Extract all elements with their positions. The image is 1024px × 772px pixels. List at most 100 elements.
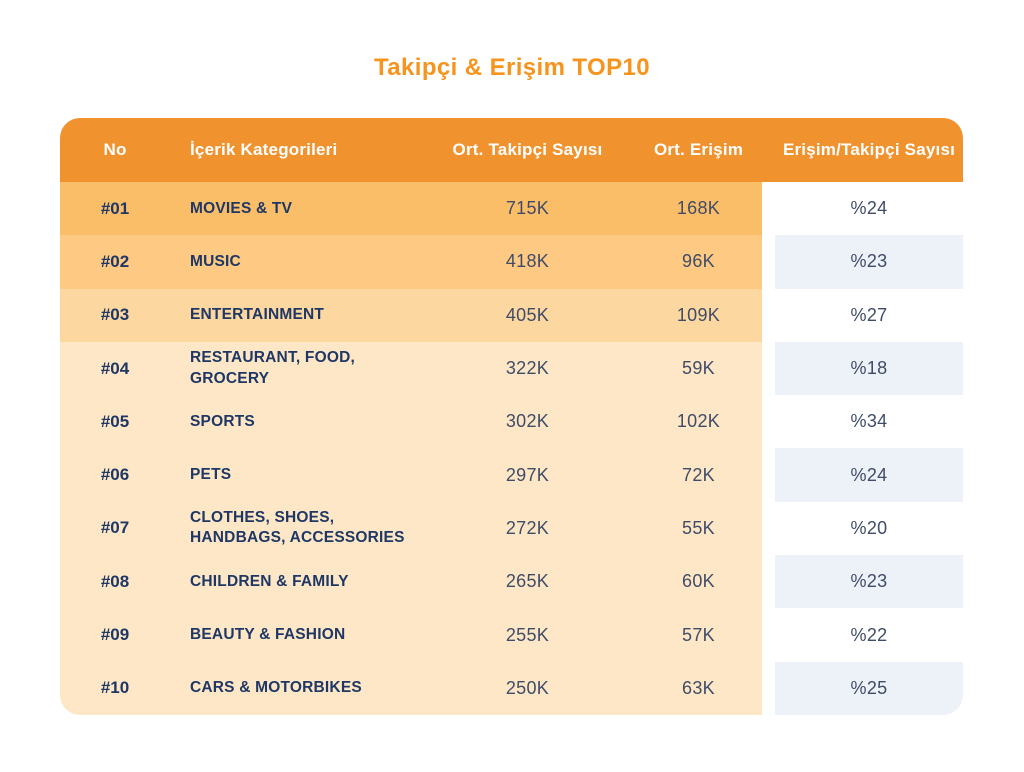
row-followers: 255K (505, 624, 550, 645)
row-reach: 60K (682, 571, 715, 592)
row-gap (762, 182, 775, 235)
header-followers: Ort. Takipçi Sayısı (452, 140, 603, 159)
row-no: #06 (100, 465, 130, 485)
row-gap (762, 502, 775, 555)
table-row: #04 RESTAURANT, FOOD, GROCERY 322K 59K %… (60, 341, 963, 396)
row-no: #07 (100, 518, 130, 538)
row-category: RESTAURANT, FOOD, GROCERY (190, 349, 355, 387)
row-category: MUSIC (190, 252, 241, 270)
row-gap (762, 608, 775, 661)
row-reach: 102K (676, 411, 721, 432)
row-no: #09 (100, 625, 130, 645)
row-followers: 322K (505, 358, 550, 379)
row-no: #04 (100, 358, 130, 378)
row-no: #05 (100, 411, 130, 431)
table-row: #10 CARS & MOTORBIKES 250K 63K %25 (60, 661, 963, 715)
table-row: #09 BEAUTY & FASHION 255K 57K %22 (60, 608, 963, 662)
row-main: #04 RESTAURANT, FOOD, GROCERY 322K 59K (60, 341, 762, 396)
header-ratio: Erişim/Takipçi Sayısı (782, 140, 956, 159)
row-followers: 405K (505, 304, 550, 325)
row-no: #08 (100, 571, 130, 591)
row-gap (762, 342, 775, 395)
header-no: No (103, 140, 127, 159)
row-category: CHILDREN & FAMILY (190, 572, 349, 590)
row-ratio-cell: %24 (775, 182, 963, 236)
row-followers: 297K (505, 464, 550, 485)
top10-table: No İçerik Kategorileri Ort. Takipçi Sayı… (60, 118, 963, 715)
row-category: CARS & MOTORBIKES (190, 679, 362, 697)
row-gap (762, 555, 775, 608)
row-reach: 63K (682, 677, 715, 698)
header-reach: Ort. Erişim (653, 140, 744, 159)
row-ratio: %25 (850, 677, 888, 698)
table-row: #06 PETS 297K 72K %24 (60, 448, 963, 502)
row-followers: 302K (505, 411, 550, 432)
table-row: #07 CLOTHES, SHOES, HANDBAGS, ACCESSORIE… (60, 501, 963, 556)
row-gap (762, 662, 775, 715)
row-no: #02 (100, 251, 130, 271)
row-reach: 72K (682, 464, 715, 485)
row-gap (762, 289, 775, 342)
row-gap (762, 235, 775, 288)
row-no: #01 (100, 198, 130, 218)
row-no: #03 (100, 305, 130, 325)
table-row: #01 MOVIES & TV 715K 168K %24 (60, 182, 963, 236)
row-main: #02 MUSIC 418K 96K (60, 235, 762, 289)
row-category: ENTERTAINMENT (190, 306, 325, 324)
page-title: Takipçi & Erişim TOP10 (373, 54, 651, 81)
row-no: #10 (100, 678, 130, 698)
row-main: #05 SPORTS 302K 102K (60, 395, 762, 449)
table-row: #05 SPORTS 302K 102K %34 (60, 395, 963, 449)
table-row: #02 MUSIC 418K 96K %23 (60, 235, 963, 289)
row-ratio-cell: %24 (775, 448, 963, 502)
header-category: İçerik Kategorileri (190, 140, 338, 159)
row-ratio: %18 (850, 358, 888, 379)
row-category: CLOTHES, SHOES, HANDBAGS, ACCESSORIES (190, 509, 405, 547)
row-ratio: %24 (850, 198, 888, 219)
row-reach: 59K (682, 358, 715, 379)
row-ratio-cell: %20 (775, 501, 963, 556)
row-ratio-cell: %34 (775, 395, 963, 449)
row-ratio: %27 (850, 304, 888, 325)
row-main: #07 CLOTHES, SHOES, HANDBAGS, ACCESSORIE… (60, 501, 762, 556)
row-category: BEAUTY & FASHION (190, 625, 346, 643)
row-ratio: %23 (850, 251, 888, 272)
row-ratio-cell: %23 (775, 235, 963, 289)
row-followers: 250K (505, 677, 550, 698)
row-main: #01 MOVIES & TV 715K 168K (60, 182, 762, 236)
table-row: #08 CHILDREN & FAMILY 265K 60K %23 (60, 555, 963, 609)
row-main: #09 BEAUTY & FASHION 255K 57K (60, 608, 762, 662)
row-ratio: %20 (850, 517, 888, 538)
row-ratio: %22 (850, 624, 888, 645)
table-body: #01 MOVIES & TV 715K 168K %24 #02 MUSIC … (60, 182, 963, 715)
row-ratio-cell: %22 (775, 608, 963, 662)
row-followers: 272K (505, 517, 550, 538)
row-ratio: %34 (850, 411, 888, 432)
row-category: SPORTS (190, 412, 255, 430)
row-reach: 109K (676, 304, 721, 325)
row-category: MOVIES & TV (190, 199, 293, 217)
row-ratio: %24 (850, 464, 888, 485)
row-main: #08 CHILDREN & FAMILY 265K 60K (60, 555, 762, 609)
row-followers: 265K (505, 571, 550, 592)
row-category: PETS (190, 466, 232, 484)
table-header-row: No İçerik Kategorileri Ort. Takipçi Sayı… (60, 118, 963, 182)
row-ratio-cell: %25 (775, 661, 963, 715)
row-gap (762, 395, 775, 448)
row-reach: 96K (682, 251, 715, 272)
row-ratio-cell: %27 (775, 288, 963, 342)
row-reach: 55K (682, 517, 715, 538)
row-ratio-cell: %23 (775, 555, 963, 609)
table-row: #03 ENTERTAINMENT 405K 109K %27 (60, 288, 963, 342)
row-gap (762, 448, 775, 501)
row-ratio: %23 (850, 571, 888, 592)
row-main: #06 PETS 297K 72K (60, 448, 762, 502)
row-reach: 168K (676, 198, 721, 219)
row-followers: 715K (505, 198, 550, 219)
row-reach: 57K (682, 624, 715, 645)
row-main: #03 ENTERTAINMENT 405K 109K (60, 288, 762, 342)
row-main: #10 CARS & MOTORBIKES 250K 63K (60, 661, 762, 715)
row-followers: 418K (505, 251, 550, 272)
row-ratio-cell: %18 (775, 341, 963, 396)
